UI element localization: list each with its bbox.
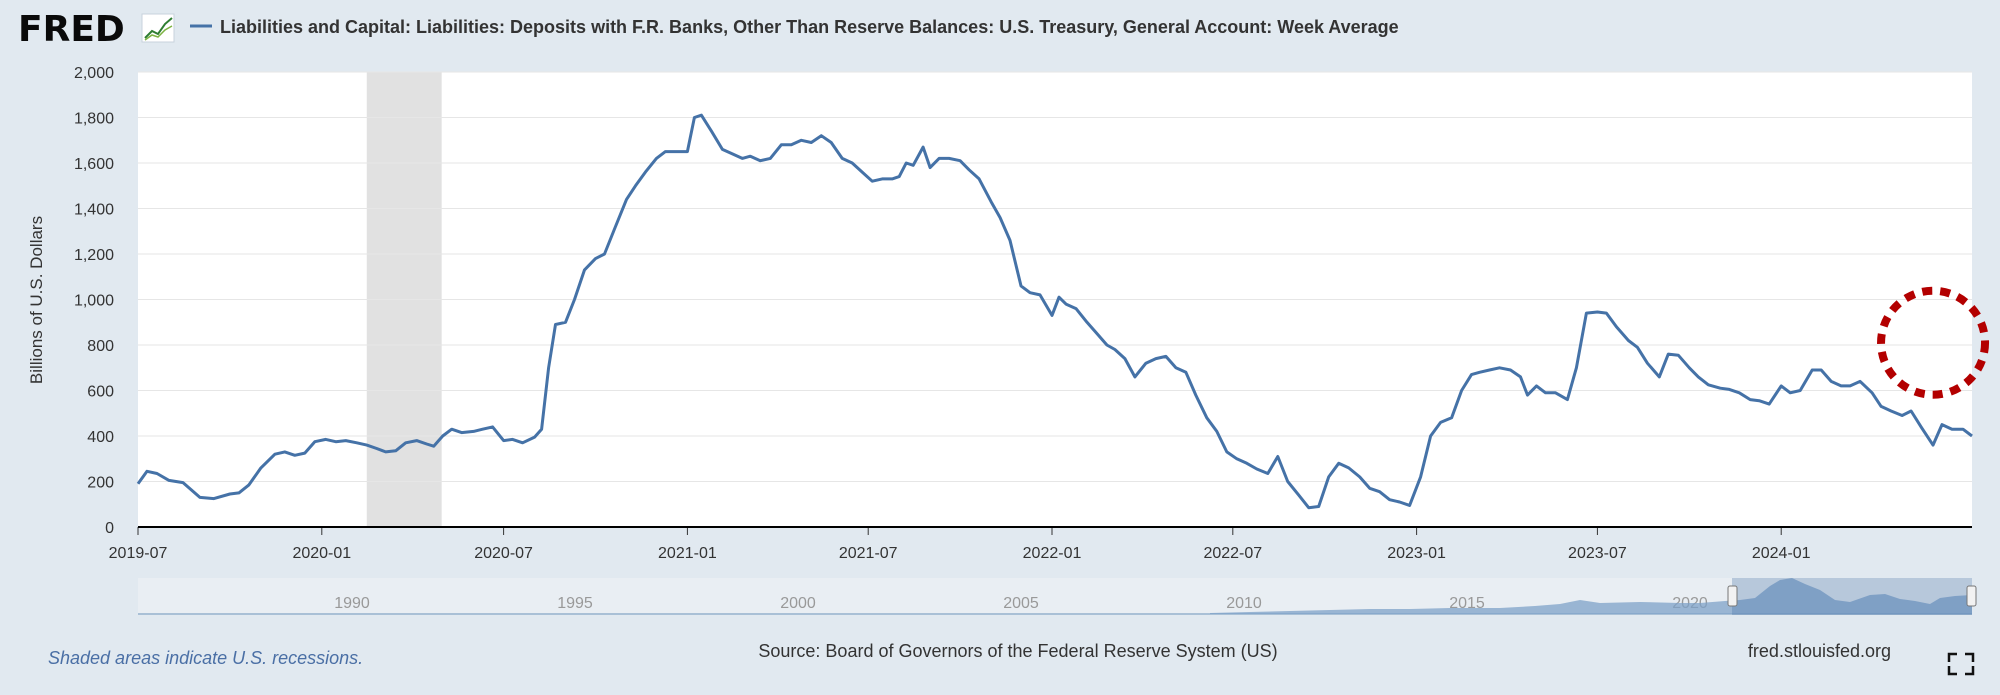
annotation-layer xyxy=(1877,286,1990,399)
y-tick-label: 1,600 xyxy=(74,156,114,173)
series-line xyxy=(136,113,1973,510)
navigator-series-area xyxy=(1210,578,1972,614)
y-tick-label: 200 xyxy=(87,475,114,492)
source-text: Source: Board of Governors of the Federa… xyxy=(758,641,1277,661)
y-tick-label: 800 xyxy=(87,338,114,355)
recession-note: Shaded areas indicate U.S. recessions. xyxy=(48,648,363,668)
y-tick-label: 1,400 xyxy=(74,202,114,219)
y-tick-label: 1,200 xyxy=(74,247,114,264)
x-tick-label: 2024-01 xyxy=(1752,545,1811,562)
series-layer xyxy=(136,113,1973,510)
navigator-right-handle[interactable] xyxy=(1966,585,1977,607)
y-tick-label: 1,800 xyxy=(74,111,114,128)
annotation-circle xyxy=(1877,286,1990,399)
legend-label: Liabilities and Capital: Liabilities: De… xyxy=(220,17,1399,37)
y-tick-label: 400 xyxy=(87,429,114,446)
navigator-year-label: 2000 xyxy=(780,595,816,612)
x-tick-label: 2021-07 xyxy=(839,545,898,562)
navigator-year-label: 1990 xyxy=(334,595,370,612)
x-tick-label: 2023-01 xyxy=(1387,545,1446,562)
navigator[interactable]: 1990199520002005201020152020 xyxy=(138,578,1977,615)
x-tick-label: 2020-01 xyxy=(292,545,351,562)
x-tick-label: 2019-07 xyxy=(109,545,168,562)
x-tick-label: 2020-07 xyxy=(474,545,533,562)
x-tick-label: 2021-01 xyxy=(658,545,717,562)
x-tick-label: 2022-07 xyxy=(1203,545,1262,562)
x-tick-label: 2022-01 xyxy=(1023,545,1082,562)
y-tick-label: 600 xyxy=(87,384,114,401)
x-tick-label: 2023-07 xyxy=(1568,545,1627,562)
navigator-selected-range[interactable] xyxy=(1732,578,1972,615)
y-axis-label: Billions of U.S. Dollars xyxy=(27,216,46,384)
navigator-year-label: 2010 xyxy=(1226,595,1262,612)
fullscreen-icon[interactable] xyxy=(1947,652,1975,676)
navigator-year-label: 2015 xyxy=(1449,595,1485,612)
y-axis-ticks: 0 200 400 600 800 1,000 1,200 1,400 1,600 1,800 2,… xyxy=(74,65,114,537)
x-axis-ticks: 2019-07 2020-01 2020-07 2021-01 2021-07 2022-… xyxy=(109,527,1811,562)
y-tick-label: 0 xyxy=(105,520,114,537)
fred-logo[interactable]: FRED xyxy=(18,9,175,50)
site-link[interactable]: fred.stlouisfed.org xyxy=(1748,641,1891,661)
navigator-left-handle[interactable] xyxy=(1727,585,1738,607)
navigator-year-label: 1995 xyxy=(557,595,593,612)
fred-logo-graph-icon xyxy=(141,13,175,43)
gridlines xyxy=(138,71,1972,482)
fred-logo-text: FRED xyxy=(18,9,125,50)
y-tick-label: 2,000 xyxy=(74,65,114,82)
navigator-year-label: 2005 xyxy=(1003,595,1039,612)
y-tick-label: 1,000 xyxy=(74,293,114,310)
navigator-years: 1990199520002005201020152020 xyxy=(334,595,1708,612)
